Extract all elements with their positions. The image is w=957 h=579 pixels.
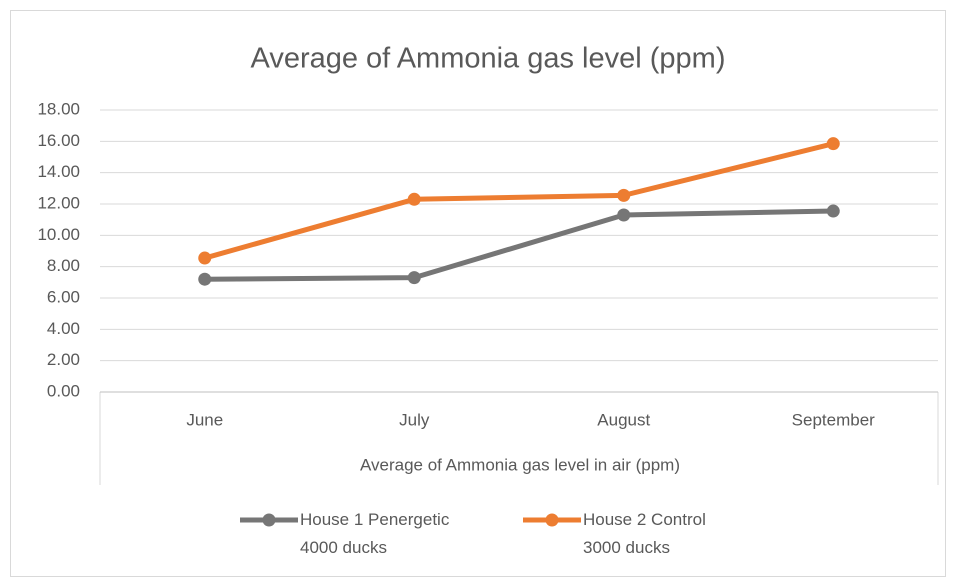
data-point <box>617 188 631 202</box>
series-line <box>204 141 834 261</box>
data-point <box>826 137 840 151</box>
y-tick-label: 8.00 <box>47 256 80 275</box>
y-tick-label: 6.00 <box>47 287 80 306</box>
data-point <box>826 204 840 218</box>
y-tick-label: 12.00 <box>37 193 80 212</box>
x-tick-label: June <box>186 410 223 429</box>
data-point <box>198 272 212 286</box>
x-axis-label: Average of Ammonia gas level in air (ppm… <box>360 455 680 474</box>
data-point <box>407 192 421 206</box>
series-line <box>204 208 834 282</box>
x-tick-label: July <box>399 410 430 429</box>
x-tick-label: September <box>792 410 875 429</box>
y-tick-label: 14.00 <box>37 162 80 181</box>
chart-border <box>10 10 946 577</box>
x-tick-label: August <box>597 410 650 429</box>
y-tick-label: 4.00 <box>47 319 80 338</box>
y-tick-label: 18.00 <box>37 99 80 118</box>
y-tick-label: 10.00 <box>37 225 80 244</box>
y-tick-label: 2.00 <box>47 350 80 369</box>
chart-title: Average of Ammonia gas level (ppm) <box>251 43 726 75</box>
data-point <box>198 251 212 265</box>
legend-label: House 1 Penergetic 4000 ducks <box>300 510 450 557</box>
legend-label: House 2 Control 3000 ducks <box>583 510 706 557</box>
data-point <box>617 208 631 222</box>
y-tick-label: 0.00 <box>47 381 80 400</box>
y-tick-label: 16.00 <box>37 131 80 150</box>
legend-marker <box>545 513 559 527</box>
data-point <box>407 271 421 285</box>
legend-marker <box>262 513 276 527</box>
